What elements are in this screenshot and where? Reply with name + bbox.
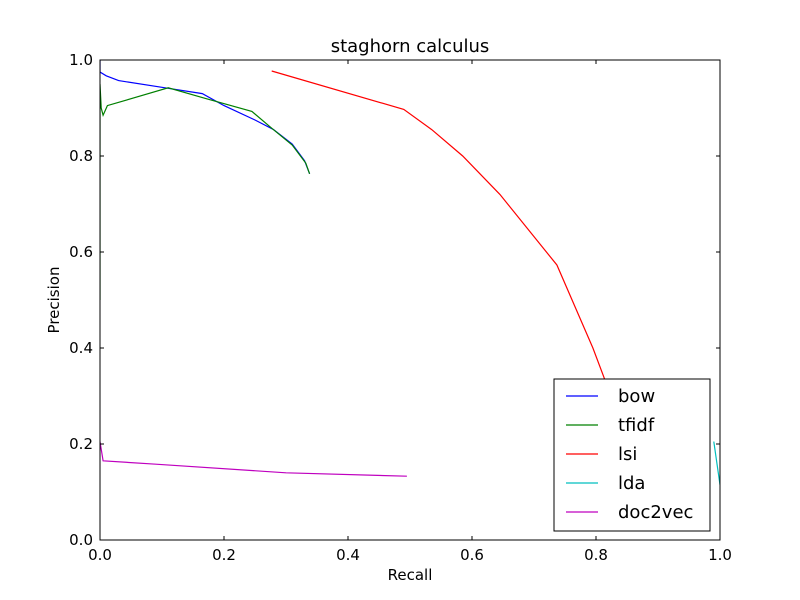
y-tick-label: 0.6 — [69, 243, 93, 261]
y-tick-label: 0.8 — [69, 147, 93, 165]
x-axis-label: Recall — [388, 566, 433, 584]
y-axis-label: Precision — [45, 267, 63, 334]
y-tick-label: 0.4 — [69, 339, 93, 357]
x-tick-label: 0.0 — [88, 546, 112, 564]
y-tick-label: 0.2 — [69, 435, 93, 453]
series-line-tfidf — [100, 83, 311, 300]
y-tick-label: 1.0 — [69, 51, 93, 69]
chart-title: staghorn calculus — [331, 36, 490, 57]
legend: bow tfidf lsi lda doc2vec — [553, 378, 711, 532]
legend-label-tfidf: tfidf — [618, 415, 655, 436]
series-line-bow — [100, 60, 311, 175]
series-layer — [100, 60, 720, 485]
legend-label-lsi: lsi — [618, 444, 637, 465]
legend-box — [553, 378, 711, 532]
x-tick-label: 0.6 — [460, 546, 484, 564]
y-tick-label: 0.0 — [69, 531, 93, 549]
legend-label-doc2vec: doc2vec — [618, 502, 693, 523]
legend-label-lda: lda — [618, 473, 645, 494]
plot-frame — [99, 59, 721, 541]
series-line-lda — [713, 441, 720, 485]
x-tick-label: 0.8 — [584, 546, 608, 564]
ticks-layer: 0.0 0.2 0.4 0.6 0.8 1.0 0.0 0.2 0.4 0.6 0.8 1.0 — [69, 51, 732, 564]
x-tick-label: 0.2 — [212, 546, 236, 564]
x-tick-label: 0.4 — [336, 546, 360, 564]
legend-label-bow: bow — [618, 386, 655, 407]
x-tick-label: 1.0 — [708, 546, 732, 564]
series-line-doc2vec — [100, 441, 407, 477]
